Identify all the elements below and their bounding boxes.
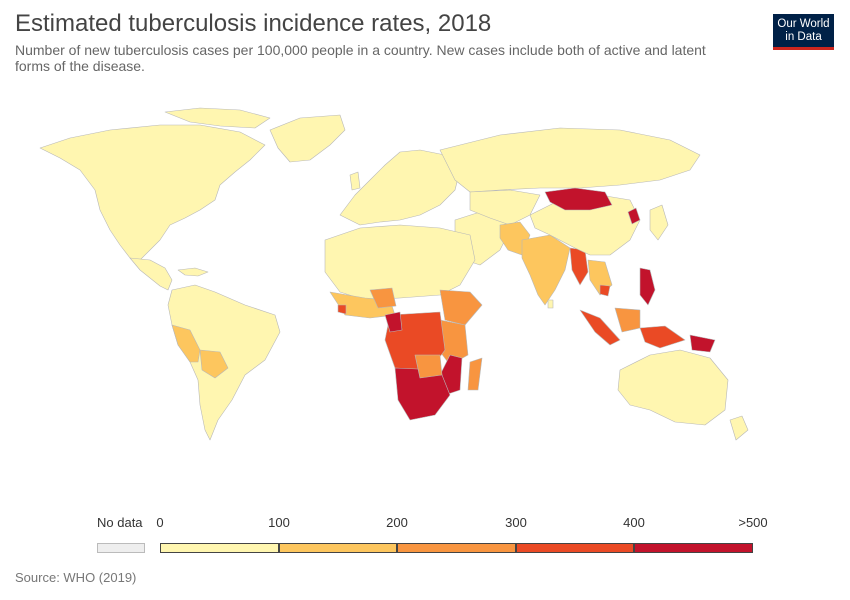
- owid-logo[interactable]: Our World in Data: [773, 14, 834, 50]
- chart-subtitle: Number of new tuberculosis cases per 100…: [15, 42, 735, 74]
- region-north-africa: [325, 225, 475, 300]
- region-cambodia: [600, 285, 610, 296]
- logo-line-2: in Data: [773, 31, 834, 44]
- region-indonesia-west: [580, 310, 620, 345]
- legend-no-data-label: No data: [97, 515, 143, 530]
- legend-bin-100-200[interactable]: [279, 543, 397, 553]
- legend-tick-100: 100: [268, 515, 290, 530]
- legend-tick-300: 300: [505, 515, 527, 530]
- chart-title: Estimated tuberculosis incidence rates, …: [15, 10, 491, 38]
- region-horn-of-africa: [440, 290, 482, 325]
- region-new-zealand: [730, 416, 748, 440]
- legend-bin-400-500[interactable]: [634, 543, 753, 553]
- region-australia: [618, 350, 728, 425]
- region-indonesia-east: [640, 326, 685, 348]
- legend-bin-0-100[interactable]: [160, 543, 279, 553]
- region-borneo: [615, 308, 640, 332]
- region-central-america: [130, 258, 172, 290]
- legend-tick-500-plus: >500: [738, 515, 767, 530]
- legend-bin-200-300[interactable]: [397, 543, 516, 553]
- world-map: [0, 100, 850, 500]
- region-japan: [650, 205, 668, 240]
- legend-no-data-swatch[interactable]: [97, 543, 145, 553]
- region-north-america: [40, 125, 265, 260]
- region-uk: [350, 172, 360, 190]
- region-madagascar: [468, 358, 482, 390]
- legend-tick-400: 400: [623, 515, 645, 530]
- source-note[interactable]: Source: WHO (2019): [15, 570, 136, 585]
- region-sri-lanka: [548, 300, 553, 308]
- legend-bin-300-400[interactable]: [516, 543, 634, 553]
- region-caribbean: [178, 268, 208, 276]
- region-sierra-leone: [338, 305, 346, 314]
- legend-tick-0: 0: [156, 515, 163, 530]
- legend-tick-200: 200: [386, 515, 408, 530]
- region-india: [522, 235, 570, 305]
- region-papua-new-guinea: [690, 335, 715, 352]
- region-myanmar: [570, 248, 588, 285]
- logo-line-1: Our World: [773, 18, 834, 31]
- region-zimbabwe-zambia: [415, 355, 442, 378]
- region-greenland: [270, 115, 345, 162]
- region-philippines: [640, 268, 655, 305]
- region-russia: [440, 128, 700, 192]
- color-legend: No data 0 100 200 300 400 >500: [0, 510, 850, 560]
